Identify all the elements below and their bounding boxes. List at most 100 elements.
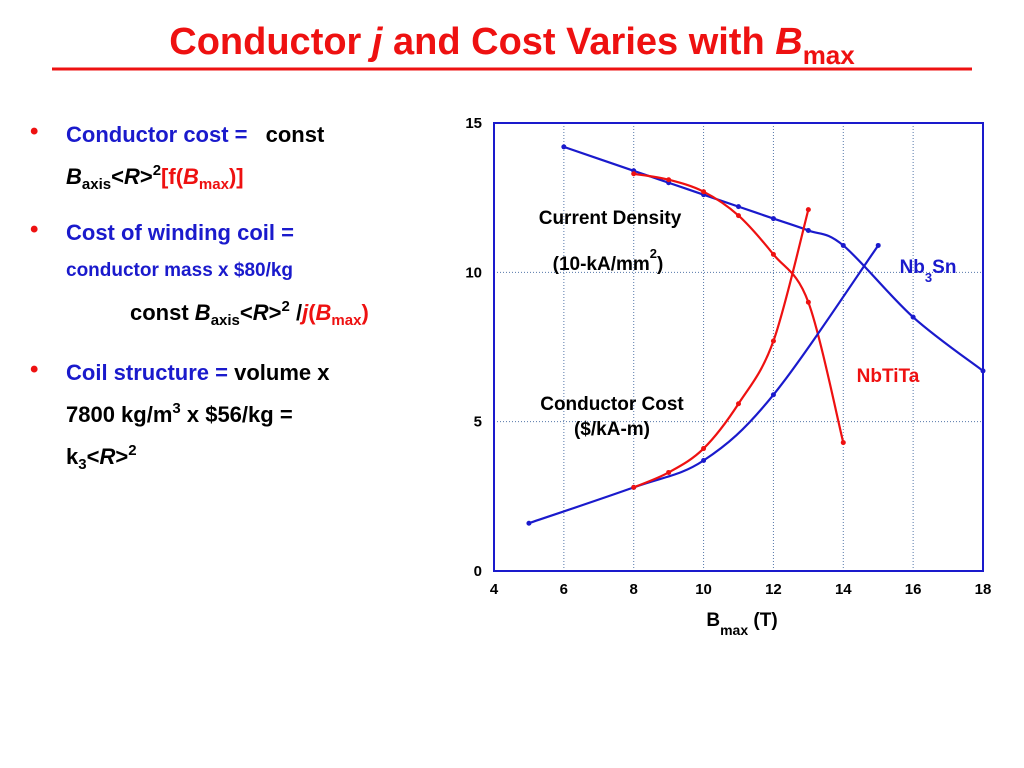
run: > xyxy=(139,164,153,189)
run: axis xyxy=(81,176,112,193)
data-point xyxy=(701,189,707,195)
run: > xyxy=(115,444,129,469)
data-point xyxy=(805,228,811,234)
run: max xyxy=(331,312,362,329)
data-point xyxy=(770,338,776,344)
annotation-part: ($/kA-m) xyxy=(574,419,650,440)
plot-frame xyxy=(493,122,984,572)
x-tick-label: 4 xyxy=(490,581,499,598)
data-point xyxy=(875,242,881,248)
run: 7800 kg/m xyxy=(66,402,173,427)
run: 3 xyxy=(172,400,181,417)
title-part: max xyxy=(803,40,856,70)
run: B xyxy=(194,300,211,325)
run: 2 xyxy=(281,298,290,315)
bullet: • xyxy=(30,118,39,145)
run: x $56/kg = xyxy=(180,402,293,427)
x-axis-label-part: (T) xyxy=(748,610,778,631)
x-tick-label: 6 xyxy=(560,581,568,598)
run: ) xyxy=(361,300,369,325)
run: B xyxy=(315,300,332,325)
data-point xyxy=(701,457,707,463)
bullet: • xyxy=(30,216,39,243)
text-line: Coil structure = volume x xyxy=(66,360,329,386)
data-point xyxy=(910,314,916,320)
text-line: Cost of winding coil = xyxy=(66,220,294,246)
annotation-part: Current Density xyxy=(539,208,682,229)
run: )] xyxy=(228,164,244,189)
run: 2 xyxy=(128,442,137,459)
series-line xyxy=(633,209,810,489)
data-point xyxy=(840,440,846,446)
annotation-part: Nb xyxy=(900,257,925,278)
annotation-part: Sn xyxy=(932,257,956,278)
run: const xyxy=(265,122,325,147)
bullet: • xyxy=(30,356,39,383)
data-point xyxy=(805,207,811,213)
run: max xyxy=(198,176,229,193)
annotation-part: (10-kA/mm xyxy=(553,254,650,275)
text-line: 7800 kg/m3 x $56/kg = xyxy=(66,400,293,428)
y-tick-label: 15 xyxy=(465,115,482,132)
run: 3 xyxy=(78,456,87,473)
run: R xyxy=(99,444,116,469)
data-point xyxy=(666,177,672,183)
data-point xyxy=(631,484,637,490)
title-part: B xyxy=(775,21,802,63)
run: / xyxy=(289,300,303,325)
data-point xyxy=(666,469,672,475)
data-point xyxy=(736,213,741,219)
y-tick-label: 0 xyxy=(474,563,482,580)
title: Conductor j and Cost Varies with Bmax xyxy=(169,21,855,70)
text-line: conductor mass x $80/kg xyxy=(66,260,293,282)
data-point xyxy=(526,520,532,526)
annotation: Nb3Sn xyxy=(900,257,957,285)
x-tick-label: 18 xyxy=(975,581,992,598)
run: < xyxy=(111,164,124,189)
data-point xyxy=(980,368,986,374)
annotation-part: ) xyxy=(657,254,663,275)
x-axis-label-part: B xyxy=(706,610,720,631)
x-tick-label: 16 xyxy=(905,581,922,598)
annotation: Current Density xyxy=(539,208,682,229)
x-tick-label: 8 xyxy=(630,581,638,598)
title-part: and Cost Varies with xyxy=(382,21,775,63)
run: axis xyxy=(210,312,240,329)
annotation: Conductor Cost xyxy=(540,394,684,415)
data-point xyxy=(736,204,741,210)
annotation-part: Conductor Cost xyxy=(540,394,684,415)
run: B xyxy=(66,164,82,189)
run: Cost of winding coil = xyxy=(66,220,294,245)
text-line: const Baxis<R>2 /j(Bmax) xyxy=(130,298,369,329)
run: ( xyxy=(308,300,316,325)
run: conductor mass x $80/kg xyxy=(66,260,294,281)
run: 2 xyxy=(152,162,162,179)
annotation: ($/kA-m) xyxy=(574,419,650,440)
data-point xyxy=(840,242,846,248)
text-line: Baxis<R>2[f(Bmax)] xyxy=(66,162,244,193)
y-tick-label: 10 xyxy=(465,264,482,281)
x-tick-label: 10 xyxy=(695,581,712,598)
data-point xyxy=(770,392,776,398)
run: < xyxy=(86,444,100,469)
data-point xyxy=(631,171,637,177)
annotation-part: 2 xyxy=(650,246,657,261)
data-point xyxy=(770,251,776,257)
data-point xyxy=(701,446,707,452)
data-point xyxy=(770,216,776,222)
run: const xyxy=(130,300,195,325)
series-line xyxy=(528,244,880,525)
run: Coil structure = xyxy=(66,360,235,385)
run: < xyxy=(239,300,253,325)
run: R xyxy=(252,300,269,325)
x-axis-label: Bmax (T) xyxy=(706,610,777,638)
run: B xyxy=(183,164,199,189)
run: k xyxy=(66,444,79,469)
run: j xyxy=(302,300,309,325)
data-point xyxy=(805,299,811,305)
run: R xyxy=(123,164,140,189)
annotation: NbTiTa xyxy=(857,366,920,387)
x-axis-label-part: max xyxy=(720,622,748,638)
annotation-part: NbTiTa xyxy=(857,366,920,387)
